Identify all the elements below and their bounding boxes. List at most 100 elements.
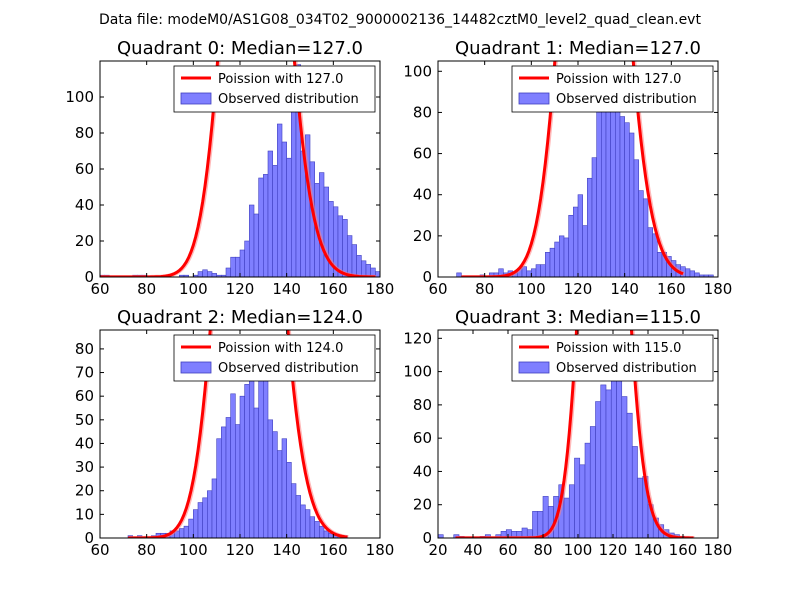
- histogram-bar: [221, 426, 227, 538]
- histogram-bar: [629, 132, 635, 277]
- histogram-bar: [356, 255, 362, 277]
- histogram-bar: [574, 457, 581, 538]
- histogram-bar: [549, 247, 555, 277]
- histogram-bar: [601, 95, 607, 277]
- histogram-bar: [295, 495, 301, 538]
- histogram-bar: [375, 271, 380, 277]
- histogram-bar: [577, 194, 583, 277]
- y-tick-label: 80: [413, 103, 432, 121]
- histogram-bar: [253, 407, 259, 538]
- y-tick-label: 100: [403, 363, 432, 381]
- histogram-bar: [619, 116, 625, 277]
- histogram-bar: [563, 237, 569, 277]
- histogram-bar: [197, 271, 203, 277]
- histogram-bar: [615, 91, 621, 277]
- x-tick-label: 100: [179, 280, 208, 298]
- histogram-bar: [323, 530, 329, 538]
- histogram-bar: [179, 528, 185, 538]
- histogram-bar: [545, 252, 551, 277]
- histogram-bar: [225, 267, 231, 277]
- histogram-bar: [587, 177, 593, 277]
- histogram-bar: [249, 204, 255, 277]
- plot-area: [127, 330, 349, 538]
- x-tick-label: 140: [610, 280, 639, 298]
- histogram-bar: [537, 511, 544, 538]
- y-tick-label: 80: [75, 340, 94, 358]
- histogram-bar: [568, 214, 574, 277]
- histogram-bar: [249, 365, 255, 538]
- histogram-bar: [230, 256, 236, 277]
- y-tick-label: 100: [65, 88, 94, 106]
- histogram-bar: [526, 270, 532, 277]
- y-tick-label: 80: [75, 124, 94, 142]
- chart-title: Quadrant 0: Median=127.0: [117, 38, 363, 59]
- chart-panel-0: Quadrant 0: Median=127.0 60 80 100 120 140 160…: [65, 38, 394, 298]
- legend-label-poisson: Poission with 124.0: [218, 341, 343, 356]
- histogram-bar: [300, 504, 306, 538]
- histogram-bar: [258, 379, 264, 538]
- histogram-bar: [563, 497, 570, 538]
- y-tick-label: 60: [413, 429, 432, 447]
- histogram-bar: [244, 384, 250, 538]
- histogram-bar: [638, 190, 644, 277]
- histogram-bar: [532, 511, 539, 538]
- histogram-bar: [379, 273, 380, 277]
- histogram-bar: [535, 264, 541, 277]
- histogram-bar: [193, 509, 199, 538]
- histogram-bar: [277, 450, 283, 538]
- chart-panel-1: Quadrant 1: Median=127.0 60 80 100 120 140 160…: [403, 38, 732, 298]
- histogram-bar: [291, 483, 297, 538]
- histogram-bar: [591, 157, 597, 277]
- histogram-bar: [531, 268, 537, 277]
- x-tick-label: 80: [533, 541, 552, 559]
- histogram-bar: [309, 516, 315, 538]
- legend-bar-swatch: [518, 92, 550, 105]
- histogram-bar: [286, 462, 292, 538]
- histogram-bar: [621, 396, 628, 538]
- legend-label-observed: Observed distribution: [218, 92, 359, 107]
- histogram-bar: [554, 241, 560, 277]
- histogram-bar: [281, 141, 287, 277]
- legend-label-poisson: Poission with 115.0: [556, 341, 681, 356]
- y-tick-label: 30: [75, 458, 94, 476]
- y-tick-label: 10: [75, 505, 94, 523]
- histogram-bar: [188, 518, 194, 538]
- y-tick-label: 0: [84, 529, 94, 547]
- histogram-bar: [314, 521, 320, 538]
- histogram-bar: [239, 395, 245, 538]
- plot-area: [438, 330, 695, 538]
- histogram-bar: [657, 252, 663, 277]
- histogram-bar: [643, 198, 649, 277]
- histogram-bar: [389, 275, 394, 277]
- x-tick-label: 100: [564, 541, 593, 559]
- histogram-bar: [230, 393, 236, 538]
- histogram-bar: [202, 269, 208, 277]
- histogram-bar: [694, 272, 700, 277]
- x-tick-label: 140: [634, 541, 663, 559]
- histogram-bar: [319, 525, 325, 538]
- x-tick-label: 180: [366, 541, 395, 559]
- x-tick-label: 20: [428, 541, 447, 559]
- chart-panels: Quadrant 0: Median=127.060 80 100 120 140 160…: [65, 38, 733, 559]
- histogram-bar: [540, 264, 546, 277]
- histogram-bar: [631, 446, 638, 538]
- y-tick-label: 0: [422, 529, 432, 547]
- x-tick-label: 60: [90, 280, 109, 298]
- histogram-bar: [708, 274, 714, 277]
- x-tick-label: 180: [704, 541, 733, 559]
- y-tick-label: 60: [75, 387, 94, 405]
- histogram-bar: [235, 424, 241, 538]
- histogram-bar: [652, 233, 658, 277]
- y-tick-label: 50: [75, 411, 94, 429]
- x-tick-label: 100: [517, 280, 546, 298]
- x-tick-label: 120: [599, 541, 628, 559]
- histogram-bar: [685, 268, 691, 277]
- histogram-bar: [202, 497, 208, 538]
- histogram-bar: [456, 272, 462, 277]
- histogram-bar: [211, 273, 217, 277]
- histogram-bar: [281, 438, 287, 538]
- x-tick-label: 60: [90, 541, 109, 559]
- x-tick-label: 160: [319, 280, 348, 298]
- y-tick-label: 20: [413, 227, 432, 245]
